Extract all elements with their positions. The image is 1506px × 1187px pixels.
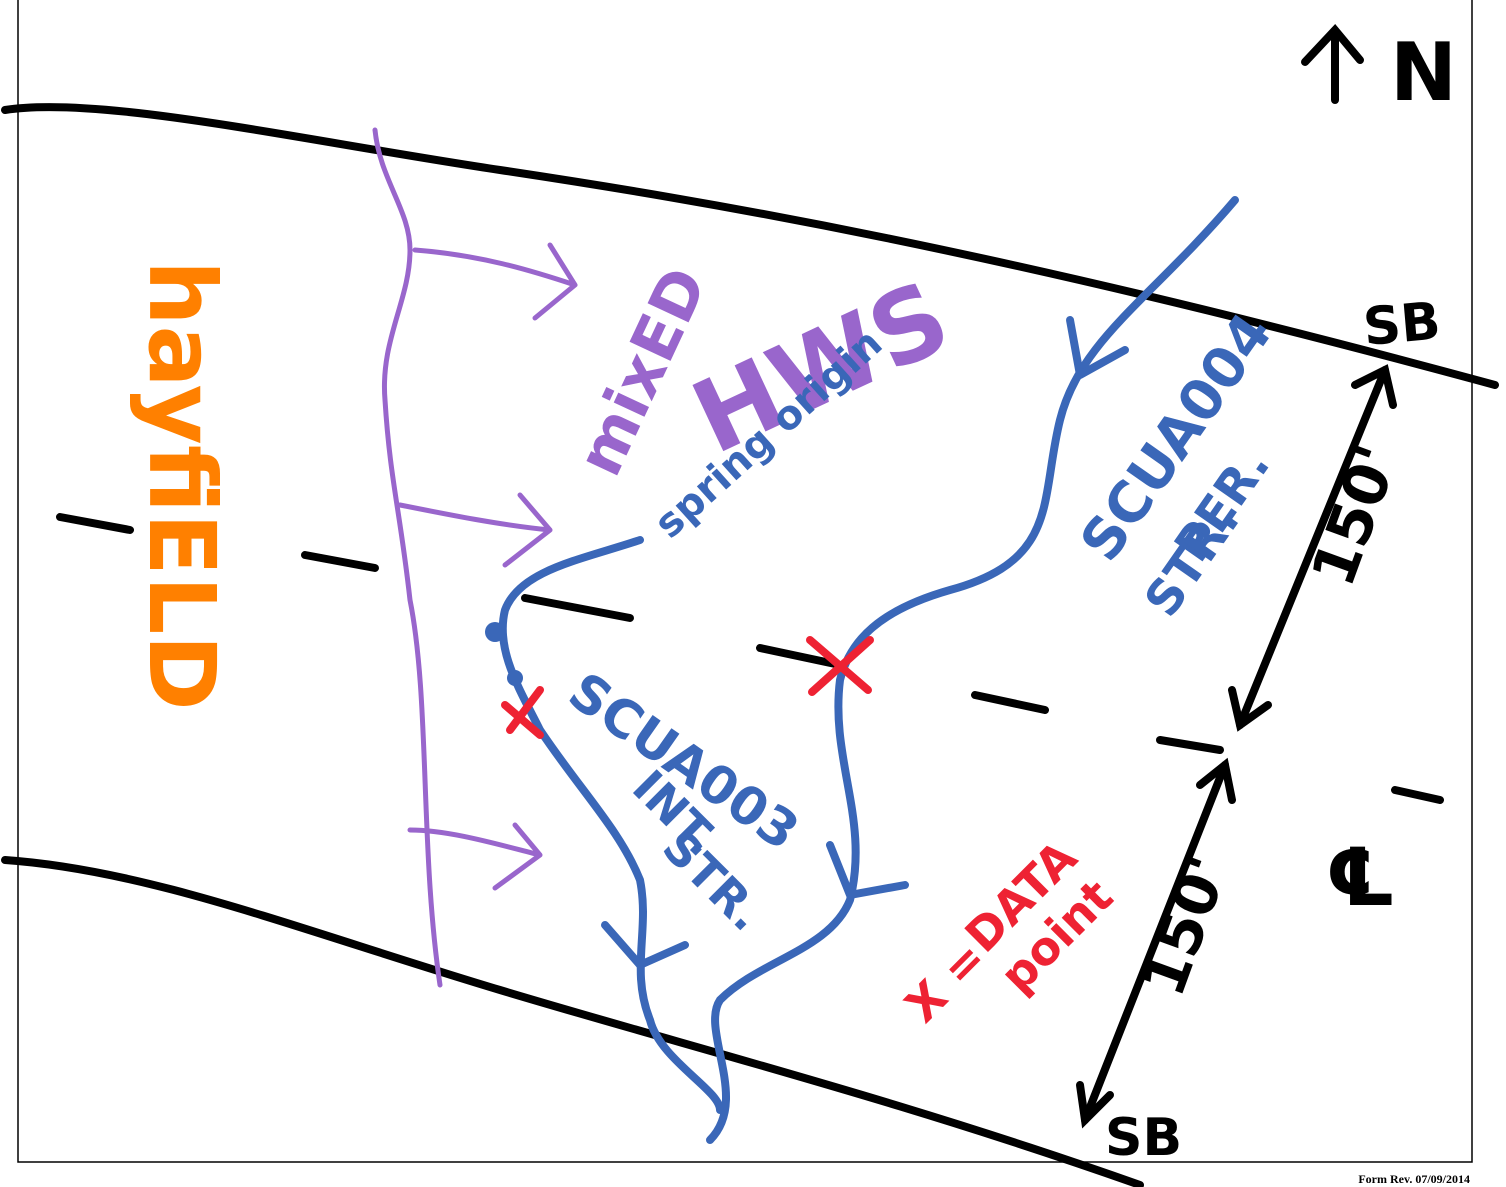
road-label: SB xyxy=(1105,1108,1182,1168)
dimension-label: 150' xyxy=(1128,846,1243,1005)
drainage-arrows xyxy=(397,242,578,891)
field-edge xyxy=(372,127,443,988)
form-rev: Form Rev. 07/09/2014 xyxy=(1358,1172,1470,1186)
frame xyxy=(17,0,1473,1163)
road-label: SB xyxy=(1361,291,1443,357)
flow-arrows xyxy=(601,316,1129,969)
road-edge xyxy=(1,856,1144,1187)
dimension-label: 150' xyxy=(1298,436,1413,595)
road-edge xyxy=(1,103,1499,389)
north-label: N xyxy=(1390,26,1457,119)
centerline-label: ℄ xyxy=(1325,831,1397,924)
spring-point xyxy=(485,622,505,642)
spring-point xyxy=(507,670,523,686)
stream xyxy=(498,536,724,1114)
dimension-arrows xyxy=(1076,23,1397,1129)
hayfield-label: hayfiELD xyxy=(128,260,235,711)
data-points xyxy=(501,636,874,739)
centerline-dashes xyxy=(56,513,1444,804)
